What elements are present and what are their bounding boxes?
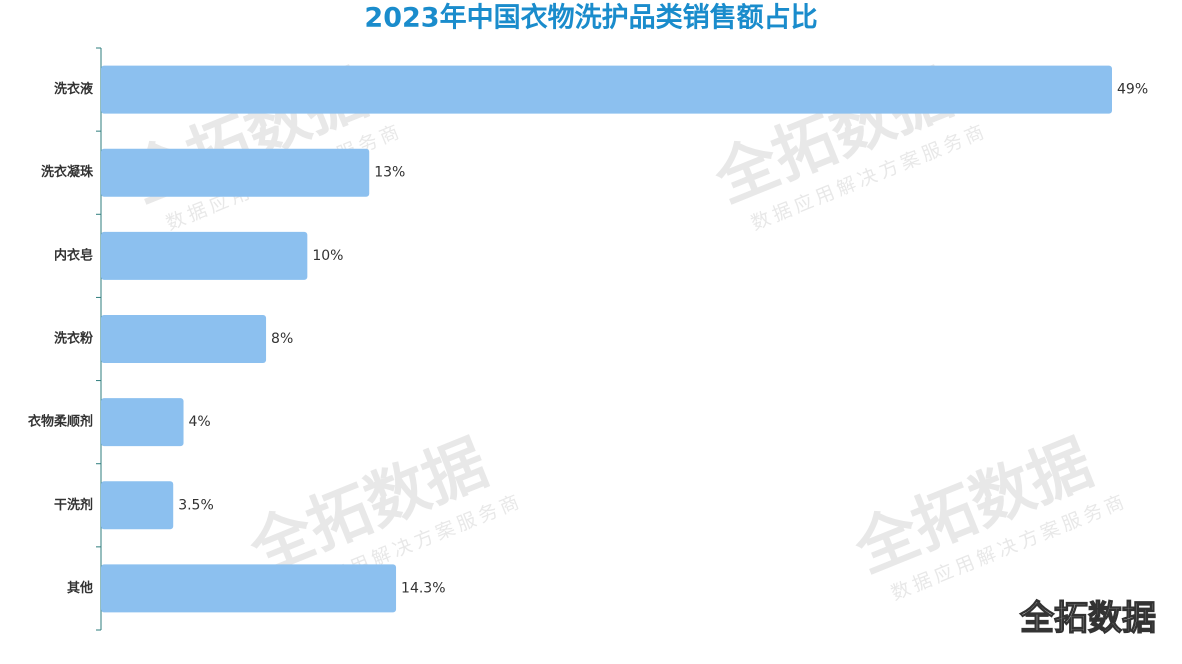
bar	[101, 481, 174, 530]
y-tick-label: 干洗剂	[54, 497, 93, 513]
value-label: 4%	[189, 414, 211, 430]
y-tick-label: 衣物柔顺剂	[28, 414, 93, 430]
y-tick-label: 内衣皂	[54, 247, 93, 263]
y-tick-label: 洗衣粉	[54, 331, 93, 347]
bar	[101, 148, 370, 197]
y-tick-label: 洗衣凝珠	[41, 164, 94, 180]
value-label: 3.5%	[178, 497, 214, 513]
value-label: 49%	[1117, 82, 1148, 98]
chart-title: 2023年中国衣物洗护品类销售额占比	[364, 2, 817, 34]
bar	[101, 231, 308, 280]
value-label: 8%	[271, 331, 293, 347]
bar	[101, 398, 184, 447]
y-tick-label: 其他	[67, 580, 93, 596]
value-label: 10%	[312, 248, 343, 264]
bar	[101, 564, 397, 613]
logo: 全拓数据	[1019, 599, 1156, 639]
value-label: 13%	[374, 165, 405, 181]
bar	[101, 315, 267, 363]
bar	[101, 65, 1112, 114]
value-label: 14.3%	[401, 580, 445, 596]
y-tick-label: 洗衣液	[54, 81, 93, 97]
